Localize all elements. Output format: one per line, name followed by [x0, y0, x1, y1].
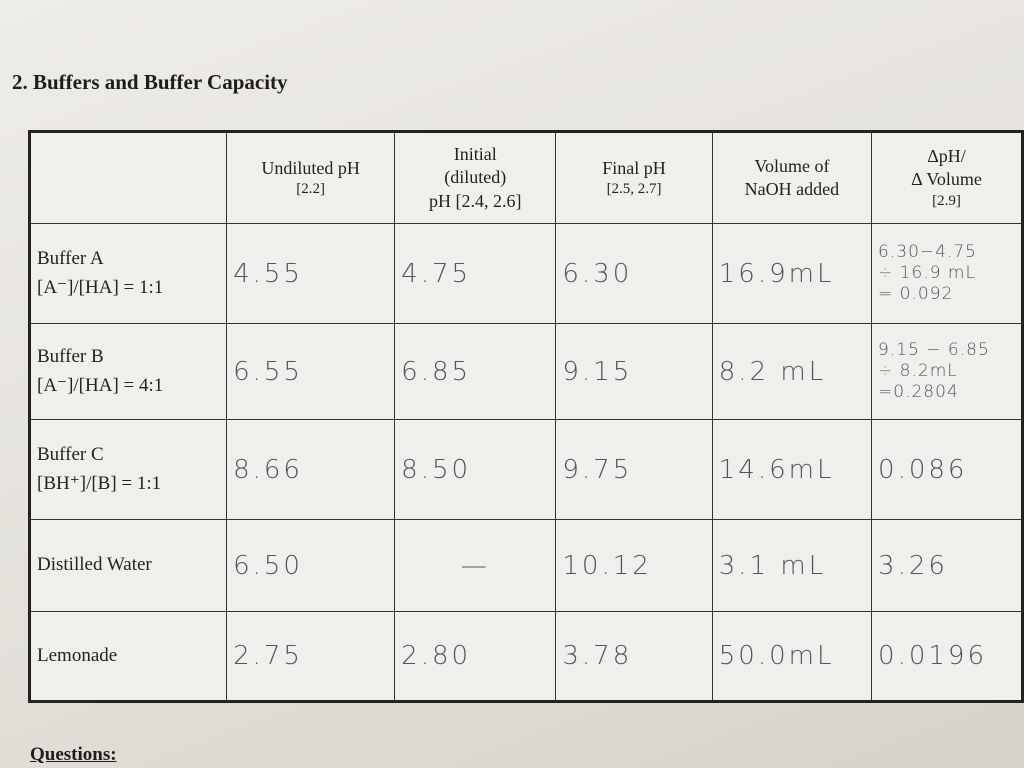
handwritten-cell: 50.0mL — [711, 611, 873, 702]
handwritten-cell: 9.15 − 6.85 ÷ 8.2mL =0.2804 — [871, 323, 1023, 420]
handwritten-value: — — [460, 550, 490, 581]
handwritten-cell: 2.75 — [226, 611, 396, 702]
questions-heading: Questions: — [30, 744, 117, 765]
table-row: Lemonade 2.75 2.80 3.78 50.0mL 0.0196 — [28, 611, 1023, 702]
header-row: Undiluted pH [2.2] Initial (diluted) pH [2.4… — [28, 131, 1023, 224]
handwritten-value: 9.75 — [562, 454, 633, 485]
handwritten-value: 6.50 — [233, 550, 303, 581]
label-line: Buffer B — [37, 346, 104, 367]
header-cell: Volume of NaOH added — [711, 131, 873, 224]
header-line: ΔpH/ — [927, 145, 966, 166]
handwritten-value: 6.85 — [401, 356, 472, 387]
table-row: Buffer A [A⁻]/[HA] = 1:1 4.55 4.75 6.30 16.9m… — [28, 223, 1023, 324]
handwritten-value: 4.75 — [401, 258, 472, 289]
handwritten-cell: 9.15 — [555, 323, 713, 420]
handwritten-cell: 8.50 — [394, 419, 557, 520]
header-line: NaOH added — [744, 179, 840, 199]
table-row: Buffer B [A⁻]/[HA] = 4:1 6.55 6.85 9.15 8.2 m… — [28, 323, 1023, 420]
header-line: Δ Volume — [911, 169, 982, 190]
handwritten-value: 9.15 − 6.85 — [878, 339, 990, 360]
handwritten-value: 16.9mL — [718, 258, 835, 289]
handwritten-value: 0.086 — [878, 454, 968, 485]
handwritten-value: ÷ 16.9 mL — [878, 262, 976, 283]
row-label: Buffer C [BH⁺]/[B] = 1:1 — [28, 419, 228, 520]
header-cell: ΔpH/Δ Volume [2.9] — [871, 131, 1023, 224]
table-row: Distilled Water 6.50 — 10.12 3.1 mL 3.26 — [28, 519, 1023, 612]
data-table: Undiluted pH [2.2] Initial (diluted) pH [2.4… — [28, 130, 1024, 703]
handwritten-cell: 6.30 — [555, 223, 713, 324]
label-line: [A⁻]/[HA] = 4:1 — [37, 374, 164, 396]
handwritten-value: 9.15 — [562, 356, 633, 387]
handwritten-value: ÷ 8.2mL — [878, 360, 958, 381]
handwritten-cell: 8.66 — [226, 419, 396, 520]
row-label: Buffer A [A⁻]/[HA] = 1:1 — [28, 223, 228, 324]
handwritten-cell: 3.1 mL — [711, 519, 873, 612]
handwritten-cell: 6.85 — [394, 323, 557, 420]
handwritten-cell: 4.55 — [226, 223, 396, 324]
handwritten-cell: 6.50 — [226, 519, 396, 612]
handwritten-cell: 8.2 mL — [711, 323, 873, 420]
handwritten-cell: 14.6mL — [711, 419, 873, 520]
handwritten-value: 6.55 — [233, 356, 303, 387]
handwritten-value: 3.78 — [562, 641, 633, 671]
handwritten-cell: 9.75 — [555, 419, 713, 520]
handwritten-value: =0.2804 — [878, 382, 959, 403]
handwritten-value: 2.75 — [233, 641, 303, 671]
handwritten-value: 3.26 — [878, 550, 948, 581]
row-label: Lemonade — [28, 611, 228, 702]
header-cell: Undiluted pH [2.2] — [226, 131, 396, 224]
header-cell: Final pH [2.5, 2.7] — [555, 131, 713, 224]
handwritten-cell: 10.12 — [555, 519, 713, 612]
handwritten-cell: 3.26 — [871, 519, 1023, 612]
handwritten-cell: 0.086 — [871, 419, 1023, 520]
handwritten-cell: 4.75 — [394, 223, 557, 324]
label-line: Distilled Water — [37, 554, 152, 576]
corner-cell — [28, 131, 228, 224]
label-line: [BH⁺]/[B] = 1:1 — [37, 472, 162, 494]
handwritten-cell: 3.78 — [555, 611, 713, 702]
header-line: (diluted) — [444, 167, 507, 188]
handwritten-cell: 6.55 — [226, 323, 396, 420]
handwritten-value: 6.30 — [562, 258, 633, 289]
handwritten-value: 14.6mL — [718, 454, 835, 485]
label-line: Buffer A — [37, 248, 104, 269]
handwritten-value: 2.80 — [401, 641, 472, 671]
handwritten-value: 8.2 mL — [718, 356, 827, 387]
handwritten-value: 8.50 — [401, 454, 472, 485]
header-line: [2.5, 2.7] — [606, 180, 662, 197]
header-line: Final pH — [602, 157, 666, 178]
handwritten-value: 3.1 mL — [718, 550, 827, 581]
handwritten-value: 0.0196 — [878, 641, 988, 671]
handwritten-value: 50.0mL — [718, 641, 835, 671]
handwritten-cell: 16.9mL — [711, 223, 873, 324]
handwritten-value: 8.66 — [233, 454, 303, 485]
header-line: pH [2.4, 2.6] — [429, 190, 522, 211]
header-line: Volume of — [754, 155, 830, 176]
handwritten-cell: 6.30−4.75 ÷ 16.9 mL = 0.092 — [871, 223, 1023, 324]
label-line: [A⁻]/[HA] = 1:1 — [37, 276, 164, 298]
handwritten-cell: — — [394, 519, 557, 612]
label-line: Lemonade — [37, 644, 118, 666]
header-line: [2.2] — [296, 180, 325, 197]
handwritten-value: 4.55 — [233, 258, 303, 289]
handwritten-value: 6.30−4.75 — [878, 241, 977, 262]
row-label: Buffer B [A⁻]/[HA] = 4:1 — [28, 323, 228, 420]
handwritten-cell: 2.80 — [394, 611, 557, 702]
handwritten-value: 10.12 — [562, 550, 652, 581]
section-title: 2. Buffers and Buffer Capacity — [12, 70, 288, 94]
row-label: Distilled Water — [28, 519, 228, 612]
header-line: Undiluted pH — [261, 157, 360, 178]
header-cell: Initial (diluted) pH [2.4, 2.6] — [394, 131, 557, 224]
label-line: Buffer C — [37, 444, 104, 465]
table-row: Buffer C [BH⁺]/[B] = 1:1 8.66 8.50 9.75 14.6m… — [28, 419, 1023, 520]
header-line: [2.9] — [932, 192, 961, 209]
handwritten-value: = 0.092 — [878, 284, 954, 305]
header-line: Initial — [453, 143, 497, 164]
handwritten-cell: 0.0196 — [871, 611, 1023, 702]
